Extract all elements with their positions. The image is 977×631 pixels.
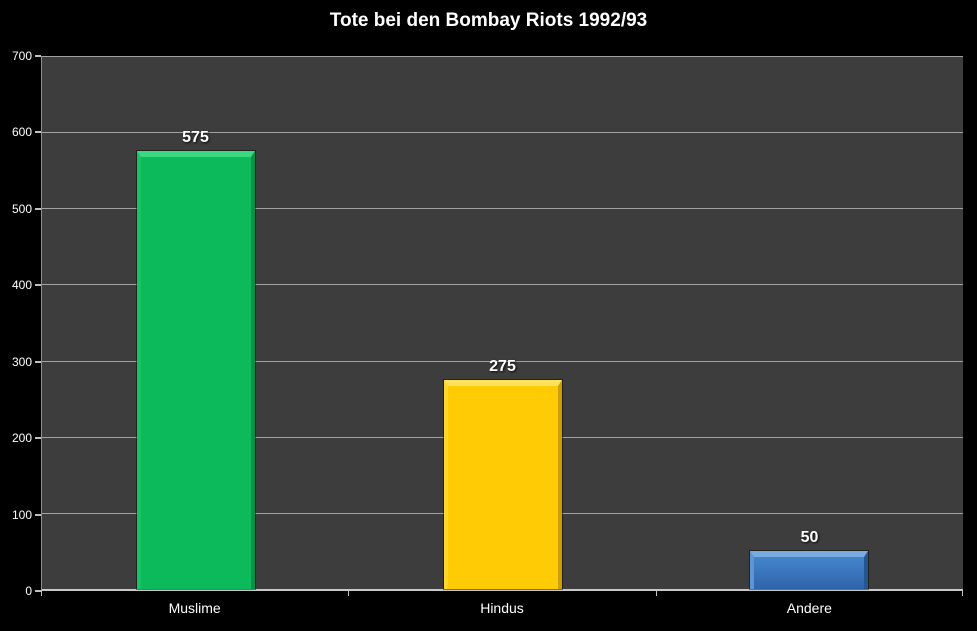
y-axis-label: 300 [11,354,32,369]
plot-area: 575 275 50 [41,56,963,591]
x-axis-label-hindus: Hindus [480,600,524,616]
gridline [42,284,963,286]
value-label-andere: 50 [800,528,819,546]
bar-andere [749,549,870,591]
x-axis-label-muslime: Muslime [168,600,221,616]
y-tick-mark [35,131,41,134]
bar-group-muslime: 575 [135,129,256,590]
bar-muslime [135,150,256,590]
value-label-hindus: 275 [489,357,516,375]
y-tick-mark [35,590,41,592]
y-axis-label: 0 [25,584,32,598]
y-tick-mark [35,207,41,210]
x-tick-mark [962,591,963,596]
value-label-muslime: 575 [182,129,209,147]
y-tick-mark [35,55,41,57]
y-axis-ticks [35,55,41,592]
gridline [42,208,963,210]
y-axis-label: 400 [11,278,32,293]
x-axis-ticks [41,591,963,597]
x-axis-label-andere: Andere [786,600,832,616]
y-axis-label: 600 [11,125,32,140]
gridline [42,360,963,362]
chart-title: Tote bei den Bombay Riots 1992/93 [329,10,648,31]
bar-hindus [442,378,563,591]
y-tick-mark [35,513,41,516]
gridline [42,132,963,134]
y-axis-label: 100 [11,507,32,522]
y-axis-labels: 0 100 200 300 400 500 600 700 [0,49,32,598]
bar-group-andere: 50 [749,529,870,591]
y-tick-mark [35,437,41,440]
x-axis-labels: Muslime Hindus Andere [41,600,963,622]
y-tick-mark [35,284,41,287]
y-axis-label: 500 [11,201,32,216]
y-axis-label: 700 [11,49,32,63]
x-tick-mark [655,591,657,596]
x-tick-mark [41,591,42,596]
y-axis-label: 200 [11,431,32,446]
gridline [42,56,963,57]
bar-group-hindus: 275 [442,358,563,591]
x-tick-mark [348,591,350,596]
y-tick-mark [35,360,41,363]
